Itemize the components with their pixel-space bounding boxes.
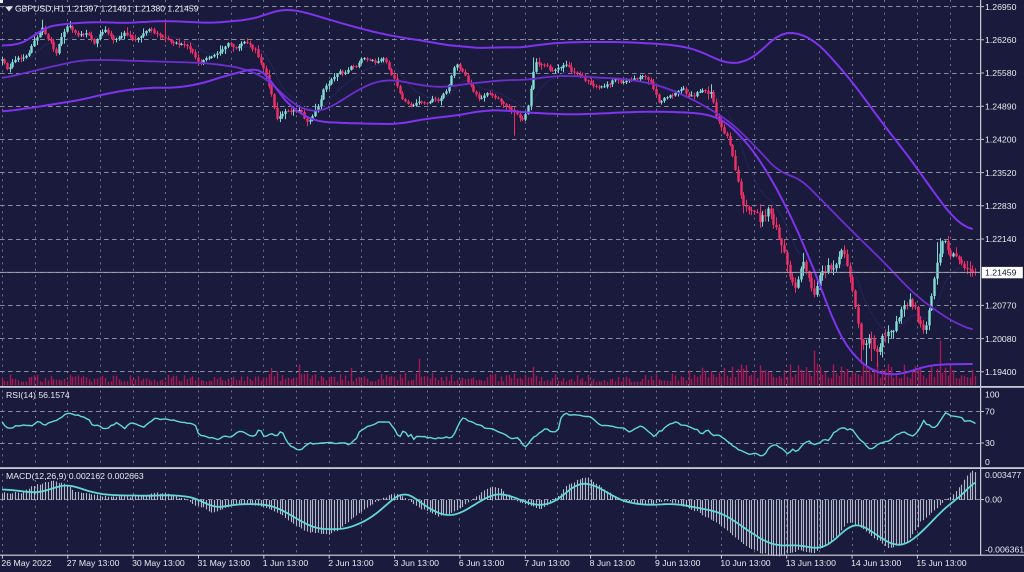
svg-text:0.00: 0.00 <box>985 495 1002 505</box>
svg-text:1.20080: 1.20080 <box>985 334 1017 344</box>
svg-text:15 Jun 13:00: 15 Jun 13:00 <box>916 558 966 568</box>
svg-text:100: 100 <box>985 390 1000 400</box>
svg-text:1.26260: 1.26260 <box>985 35 1017 45</box>
svg-text:1.22830: 1.22830 <box>985 201 1017 211</box>
svg-text:8 Jun 13:00: 8 Jun 13:00 <box>590 558 636 568</box>
svg-text:9 Jun 13:00: 9 Jun 13:00 <box>655 558 701 568</box>
svg-text:1.23520: 1.23520 <box>985 168 1017 178</box>
svg-text:1.20770: 1.20770 <box>985 301 1017 311</box>
svg-text:-0.006361: -0.006361 <box>985 544 1024 554</box>
svg-text:1.25580: 1.25580 <box>985 68 1017 78</box>
svg-text:6 Jun 13:00: 6 Jun 13:00 <box>459 558 505 568</box>
svg-text:70: 70 <box>985 407 995 417</box>
svg-text:1.19400: 1.19400 <box>985 367 1017 377</box>
svg-text:RSI(14) 56.1574: RSI(14) 56.1574 <box>6 390 70 400</box>
svg-text:1.24890: 1.24890 <box>985 101 1017 111</box>
svg-text:26 May 2022: 26 May 2022 <box>1 558 51 568</box>
svg-text:1.21459: 1.21459 <box>985 268 1017 278</box>
svg-text:30 May 13:00: 30 May 13:00 <box>132 558 185 568</box>
svg-text:GBPUSD,H1 1.21397 1.21491 1.2: GBPUSD,H1 1.21397 1.21491 1.21380 1.2145… <box>15 4 199 14</box>
svg-text:1.26950: 1.26950 <box>985 2 1017 12</box>
svg-text:30: 30 <box>985 438 995 448</box>
svg-text:MACD(12,26,9) 0.002162 0.00266: MACD(12,26,9) 0.002162 0.002663 <box>6 471 144 481</box>
svg-text:1.24200: 1.24200 <box>985 135 1017 145</box>
svg-text:7 Jun 13:00: 7 Jun 13:00 <box>524 558 570 568</box>
svg-text:31 May 13:00: 31 May 13:00 <box>198 558 251 568</box>
svg-text:3 Jun 13:00: 3 Jun 13:00 <box>394 558 440 568</box>
svg-text:13 Jun 13:00: 13 Jun 13:00 <box>786 558 836 568</box>
svg-text:2 Jun 13:00: 2 Jun 13:00 <box>328 558 374 568</box>
svg-text:0.003477: 0.003477 <box>985 470 1021 480</box>
svg-text:1 Jun 13:00: 1 Jun 13:00 <box>263 558 309 568</box>
svg-text:0: 0 <box>985 457 990 467</box>
svg-text:14 Jun 13:00: 14 Jun 13:00 <box>851 558 901 568</box>
svg-text:27 May 13:00: 27 May 13:00 <box>67 558 120 568</box>
svg-text:1.22140: 1.22140 <box>985 234 1017 244</box>
svg-text:10 Jun 13:00: 10 Jun 13:00 <box>720 558 770 568</box>
